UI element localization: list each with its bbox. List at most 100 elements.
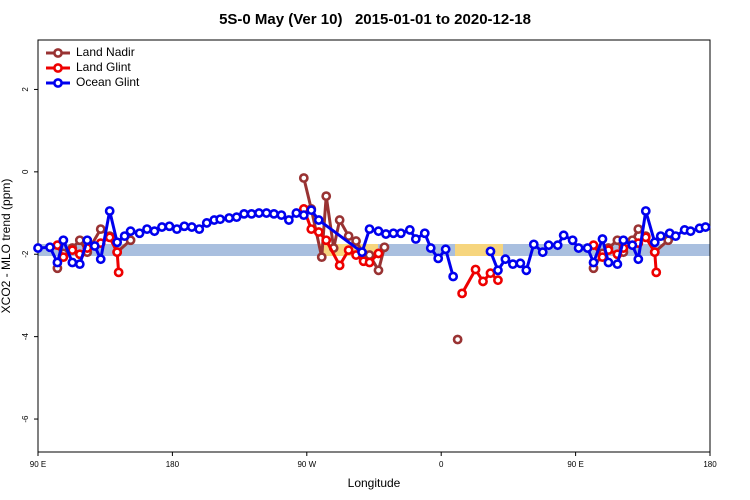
data-point xyxy=(283,215,294,225)
data-point xyxy=(82,235,93,246)
x-tick-label: 90 E xyxy=(30,460,46,469)
data-point xyxy=(485,268,496,279)
legend-marker xyxy=(53,78,63,88)
data-point xyxy=(313,227,324,237)
data-point xyxy=(142,224,152,235)
data-point xyxy=(700,222,711,232)
y-tick-label: -2 xyxy=(21,250,30,258)
data-point xyxy=(649,247,660,258)
data-point xyxy=(52,257,63,268)
data-point xyxy=(373,265,384,276)
data-point xyxy=(112,247,123,258)
data-point xyxy=(112,237,123,248)
data-point xyxy=(194,224,205,235)
y-tick-label: 2 xyxy=(21,87,30,92)
data-point xyxy=(89,241,100,251)
data-point xyxy=(440,244,451,255)
data-point xyxy=(157,222,167,232)
data-point xyxy=(457,288,468,299)
data-point xyxy=(651,267,662,278)
data-point xyxy=(655,231,666,242)
reference-band-highlight xyxy=(455,244,503,256)
data-point xyxy=(612,259,623,270)
data-point xyxy=(104,232,115,243)
y-tick-label: -6 xyxy=(21,415,30,423)
data-point xyxy=(321,235,332,246)
data-point xyxy=(334,260,345,271)
data-point xyxy=(470,264,481,275)
data-point xyxy=(321,191,332,202)
data-point xyxy=(404,225,415,235)
data-point xyxy=(171,224,182,235)
data-point xyxy=(164,221,175,232)
data-point xyxy=(493,265,503,276)
data-point xyxy=(179,221,190,232)
data-point xyxy=(603,257,614,268)
data-point xyxy=(45,242,55,253)
x-axis-label: Longitude xyxy=(348,476,401,490)
data-point xyxy=(364,257,375,268)
data-point xyxy=(95,224,106,235)
y-axis-label: XCO2 - MLO trend (ppm) xyxy=(0,179,13,314)
data-point xyxy=(500,254,511,265)
x-tick-label: 90 W xyxy=(297,460,316,469)
x-tick-label: 180 xyxy=(166,460,180,469)
data-point xyxy=(537,247,548,258)
legend-marker xyxy=(53,48,63,58)
legend-label: Land Nadir xyxy=(76,45,135,59)
legend-label: Land Glint xyxy=(76,60,131,74)
data-point xyxy=(125,226,136,237)
data-point xyxy=(298,173,309,183)
data-point xyxy=(239,208,249,219)
data-point xyxy=(433,253,444,264)
data-point xyxy=(364,224,375,235)
data-point xyxy=(149,226,160,237)
data-point xyxy=(343,245,354,256)
data-point xyxy=(618,235,629,246)
data-point xyxy=(410,234,421,244)
data-point xyxy=(379,242,390,253)
data-point xyxy=(291,208,302,218)
data-point xyxy=(298,210,309,220)
data-point xyxy=(246,208,257,219)
data-point xyxy=(215,214,226,225)
data-point xyxy=(334,215,345,225)
data-point xyxy=(649,237,660,248)
data-point xyxy=(254,208,264,218)
data-point xyxy=(395,228,406,239)
data-point xyxy=(633,254,644,265)
legend-marker xyxy=(53,63,63,73)
data-point xyxy=(573,243,584,253)
data-point xyxy=(316,252,327,263)
data-point xyxy=(261,208,272,218)
data-point xyxy=(224,213,235,223)
data-point xyxy=(343,231,354,242)
data-point xyxy=(95,254,106,265)
data-point xyxy=(528,239,539,250)
data-point xyxy=(388,228,399,239)
data-point xyxy=(113,267,124,278)
data-point xyxy=(33,243,43,253)
data-point xyxy=(104,206,115,216)
data-point xyxy=(552,240,563,251)
data-point xyxy=(134,228,145,239)
y-tick-label: 0 xyxy=(21,169,30,174)
legend-label: Ocean Glint xyxy=(76,75,140,89)
data-point xyxy=(119,231,130,242)
y-tick-label: -4 xyxy=(21,333,30,341)
data-point xyxy=(269,208,279,219)
data-point xyxy=(521,265,532,276)
x-tick-label: 0 xyxy=(439,460,444,469)
data-point xyxy=(452,334,463,345)
data-point xyxy=(493,275,503,286)
data-point xyxy=(627,240,638,251)
data-point xyxy=(597,234,608,244)
data-point xyxy=(543,240,554,251)
data-point xyxy=(588,257,599,268)
data-point xyxy=(67,257,78,268)
data-point xyxy=(567,235,578,246)
data-point xyxy=(276,210,287,220)
data-point xyxy=(558,230,569,241)
data-point xyxy=(507,259,518,270)
